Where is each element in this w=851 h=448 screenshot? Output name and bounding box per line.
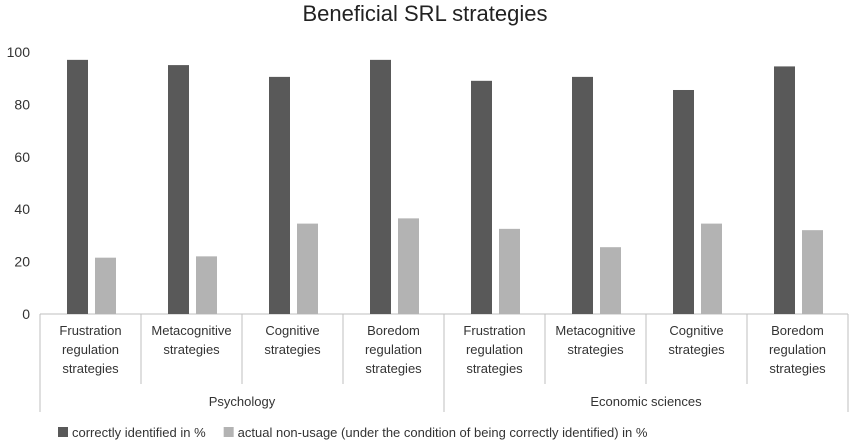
y-tick-label: 80 [14,96,30,112]
category-label: regulation [769,342,826,357]
category-label: strategies [466,361,523,376]
category-label: regulation [466,342,523,357]
category-label: strategies [769,361,826,376]
bar-correctly-identified [471,80,492,314]
y-tick-label: 60 [14,149,30,165]
y-tick-label: 20 [14,254,30,270]
group-label: Economic sciences [590,394,702,409]
category-labels: Frustration regulation strategies Metacogni… [59,323,826,409]
y-tick-label: 100 [7,44,31,60]
bar-actual-non-usage [499,228,520,314]
category-label: Cognitive [669,323,723,338]
y-tick-label: 0 [22,306,30,322]
bar-correctly-identified [168,65,189,314]
bar-actual-non-usage [196,256,217,314]
chart-title: Beneficial SRL strategies [303,1,548,26]
category-label: strategies [62,361,119,376]
bar-correctly-identified [572,76,593,314]
bar-correctly-identified [370,59,391,314]
bar-actual-non-usage [95,257,116,314]
bar-actual-non-usage [701,223,722,314]
category-label: Metacognitive [151,323,231,338]
bar-actual-non-usage [297,223,318,314]
category-label: Cognitive [265,323,319,338]
category-label: Frustration [463,323,525,338]
category-label: Boredom [367,323,420,338]
category-label: Boredom [771,323,824,338]
bar-actual-non-usage [398,218,419,314]
legend: correctly identified in % actual non-usag… [58,425,648,440]
category-label: strategies [668,342,725,357]
bar-correctly-identified [67,59,88,314]
bar-actual-non-usage [802,230,823,314]
category-label: Metacognitive [555,323,635,338]
legend-label: actual non-usage (under the condition of… [238,425,648,440]
legend-swatch [223,427,234,437]
category-label: regulation [365,342,422,357]
y-tick-label: 40 [14,201,30,217]
legend-swatch [58,427,68,437]
category-label: strategies [264,342,321,357]
category-label: regulation [62,342,119,357]
bar-correctly-identified [673,89,694,315]
category-label: Frustration [59,323,121,338]
category-label: strategies [163,342,220,357]
bar-actual-non-usage [600,247,621,314]
category-label: strategies [567,342,624,357]
bar-correctly-identified [774,66,795,314]
legend-label: correctly identified in % [72,425,206,440]
category-label: strategies [365,361,422,376]
bar-correctly-identified [269,76,290,314]
bars-layer [67,59,823,315]
group-label: Psychology [209,394,276,409]
